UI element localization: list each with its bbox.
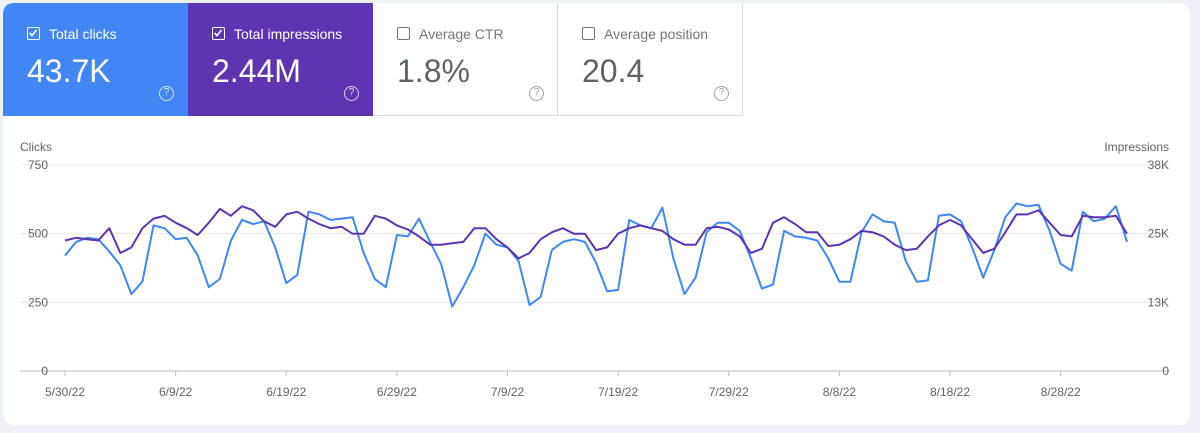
x-axis-ticks: 5/30/22 6/9/22 6/19/22 6/29/22 7/9/22 7/19/22… [45, 371, 1081, 399]
x-axis-tick-label: 7/29/22 [709, 385, 749, 399]
x-axis-tick-label: 8/8/22 [823, 385, 857, 399]
right-axis-ticks: 38K 25K 13K 0 [1148, 158, 1170, 378]
right-axis-title: Impressions [1104, 140, 1169, 154]
performance-chart: Clicks Impressions 750 500 250 0 38K 25K 13K 0… [20, 140, 1170, 399]
metric-card-average-ctr[interactable]: Average CTR 1.8% ? [373, 3, 558, 116]
series-lines[interactable] [64, 202, 1128, 308]
x-axis-tick-label: 5/30/22 [45, 385, 85, 399]
total-clicks-label: Total clicks [49, 26, 117, 42]
help-icon[interactable]: ? [529, 86, 544, 101]
metric-card-average-position[interactable]: Average position 20.4 ? [558, 3, 743, 116]
metric-card-total-clicks[interactable]: Total clicks 43.7K ? [3, 3, 188, 116]
average-position-label: Average position [604, 26, 709, 42]
series-line-clicks[interactable] [64, 202, 1128, 308]
performance-panel: Total clicks 43.7K ? Total impressions 2… [3, 3, 1190, 425]
right-axis-tick-label: 38K [1148, 158, 1169, 172]
x-axis-tick-label: 8/28/22 [1041, 385, 1081, 399]
left-axis-ticks: 750 500 250 0 [28, 158, 48, 378]
total-impressions-value: 2.44M [212, 53, 301, 89]
left-axis-tick-label: 0 [41, 364, 48, 378]
series-line-impressions[interactable] [64, 205, 1128, 260]
total-clicks-value: 43.7K [27, 53, 111, 89]
left-axis-tick-label: 250 [28, 295, 48, 309]
x-axis-tick-label: 7/19/22 [598, 385, 638, 399]
help-icon[interactable]: ? [714, 86, 729, 101]
average-ctr-checkbox[interactable] [397, 27, 410, 40]
average-position-checkbox[interactable] [582, 27, 595, 40]
help-icon[interactable]: ? [344, 86, 359, 101]
average-position-value: 20.4 [582, 53, 645, 89]
metric-cards: Total clicks 43.7K ? Total impressions 2… [3, 3, 743, 116]
right-axis-tick-label: 0 [1162, 364, 1169, 378]
x-axis-tick-label: 8/18/22 [930, 385, 970, 399]
x-axis-tick-label: 7/9/22 [491, 385, 525, 399]
left-axis-title: Clicks [20, 140, 52, 154]
left-axis-tick-label: 500 [28, 227, 48, 241]
left-axis-tick-label: 750 [28, 158, 48, 172]
help-icon[interactable]: ? [159, 86, 174, 101]
right-axis-tick-label: 25K [1148, 227, 1169, 241]
total-impressions-checkbox[interactable] [212, 27, 225, 40]
average-ctr-value: 1.8% [397, 53, 470, 89]
total-clicks-checkbox[interactable] [27, 27, 40, 40]
x-axis-tick-label: 6/19/22 [266, 385, 306, 399]
average-ctr-label: Average CTR [419, 26, 504, 42]
total-impressions-label: Total impressions [234, 26, 343, 42]
gridlines [20, 164, 1169, 372]
x-axis-tick-label: 6/29/22 [377, 385, 417, 399]
right-axis-tick-label: 13K [1148, 295, 1169, 309]
x-axis-tick-label: 6/9/22 [159, 385, 193, 399]
metric-card-total-impressions[interactable]: Total impressions 2.44M ? [188, 3, 373, 116]
